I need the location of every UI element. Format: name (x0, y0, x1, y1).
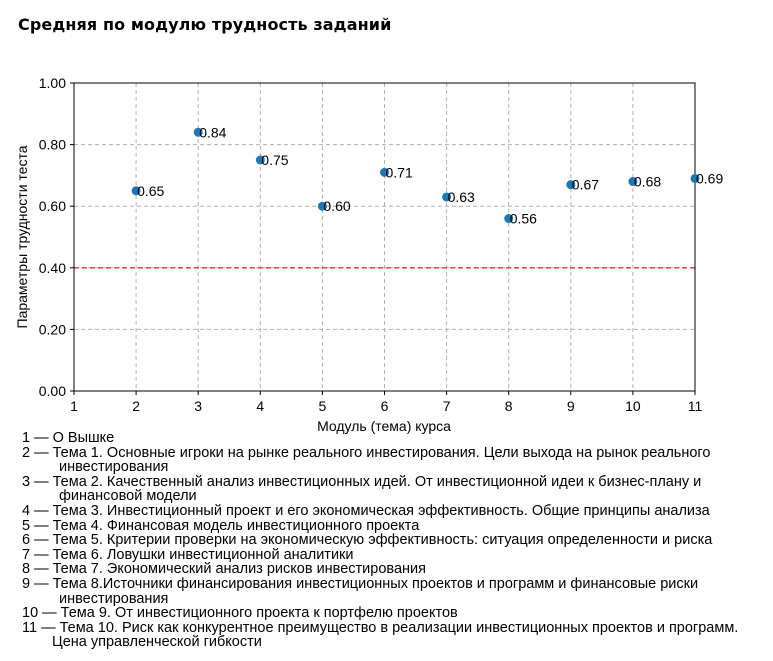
x-tick-label: 6 (381, 398, 389, 414)
legend-item: 11 — Тема 10. Риск как конкурентное преи… (22, 619, 762, 651)
y-tick-label: 0.40 (39, 260, 66, 276)
data-label: 0.75 (261, 152, 288, 168)
legend-item-text: 3 — Тема 2. Качественный анализ инвестиц… (22, 473, 702, 505)
y-axis-ticks: 0.00 0.20 0.40 0.60 0.80 1.00 (39, 75, 74, 399)
legend-item-text: 8 — Тема 7. Экономический анализ рисков … (22, 561, 426, 578)
data-label: 0.67 (572, 177, 599, 193)
scatter-chart: 0.00 0.20 0.40 0.60 0.80 1.00 1 2 3 4 5 6 7 8 9 10 11 0… (14, 75, 723, 434)
y-tick-label: 1.00 (39, 75, 66, 91)
y-tick-label: 0.20 (39, 321, 66, 337)
legend-item-text: 10 — Тема 9. От инвестиционного проекта … (22, 605, 458, 622)
y-tick-label: 0.00 (39, 383, 66, 399)
legend-item: 10 — Тема 9. От инвестиционного проекта … (22, 606, 762, 621)
data-label: 0.63 (448, 189, 475, 205)
data-label: 0.84 (199, 124, 226, 140)
x-tick-label: 9 (567, 398, 575, 414)
x-tick-label: 4 (256, 398, 264, 414)
y-tick-label: 0.80 (39, 137, 66, 153)
legend-item: 7 — Тема 6. Ловушки инвестиционной анали… (22, 548, 762, 563)
legend-item-text: 11 — Тема 10. Риск как конкурентное преи… (22, 619, 739, 651)
legend-item: 8 — Тема 7. Экономический анализ рисков … (22, 562, 762, 577)
y-tick-label: 0.60 (39, 198, 66, 214)
legend-item-text: 7 — Тема 6. Ловушки инвестиционной анали… (22, 546, 354, 563)
legend-item: 9 — Тема 8.Источники финансирования инве… (22, 577, 762, 606)
data-point (504, 214, 514, 224)
legend-item-text: 4 — Тема 3. Инвестиционный проект и его … (22, 502, 710, 519)
data-label: 0.71 (386, 164, 413, 180)
x-tick-label: 7 (443, 398, 451, 414)
data-point (380, 167, 389, 177)
x-tick-label: 5 (319, 398, 327, 414)
x-axis-ticks: 1 2 3 4 5 6 7 8 9 10 11 (70, 391, 702, 414)
grid-lines (74, 83, 695, 391)
data-label: 0.60 (323, 198, 350, 214)
data-label: 0.56 (510, 211, 537, 227)
module-legend: 1 — О Вышке 2 — Тема 1. Основные игроки н… (22, 431, 762, 650)
legend-item-text: 6 — Тема 5. Критерии проверки на экономи… (22, 532, 713, 549)
legend-item: 1 — О Вышке (22, 431, 762, 446)
data-point (690, 173, 700, 183)
data-point (193, 127, 203, 137)
y-axis-label: Параметры трудности теста (14, 145, 30, 328)
data-point (317, 201, 327, 211)
data-label: 0.68 (634, 174, 661, 190)
legend-item-text: 5 — Тема 4. Финансовая модель инвестицио… (22, 517, 420, 534)
data-label: 0.69 (696, 170, 723, 186)
legend-item-text: 2 — Тема 1. Основные игроки на рынке реа… (22, 444, 711, 476)
x-tick-label: 8 (505, 398, 513, 414)
x-tick-label: 10 (625, 398, 641, 414)
page-title: Средняя по модулю трудность заданий (18, 15, 392, 34)
legend-item: 4 — Тема 3. Инвестиционный проект и его … (22, 504, 762, 519)
legend-item: 3 — Тема 2. Качественный анализ инвестиц… (22, 473, 762, 505)
x-tick-label: 1 (70, 398, 78, 414)
x-axis-label: Модуль (тема) курса (317, 418, 451, 434)
data-point (131, 186, 141, 196)
legend-item-text: 9 — Тема 8.Источники финансирования инве… (22, 575, 699, 607)
data-point (442, 192, 452, 202)
data-label: 0.65 (137, 183, 164, 199)
data-point (628, 177, 638, 187)
legend-item: 5 — Тема 4. Финансовая модель инвестицио… (22, 517, 762, 534)
x-tick-label: 3 (194, 398, 202, 414)
legend-item: 2 — Тема 1. Основные игроки на рынке реа… (22, 444, 762, 476)
data-point (255, 155, 265, 165)
legend-item-text: 1 — О Вышке (22, 430, 115, 446)
x-tick-label: 2 (132, 398, 140, 414)
x-tick-label: 11 (688, 398, 703, 414)
data-points: 0.65 0.84 0.75 0.60 0.71 0.63 0.56 0.67 0.68 0.69 (131, 124, 723, 227)
legend-item: 6 — Тема 5. Критерии проверки на экономи… (22, 533, 762, 548)
data-point (566, 180, 576, 190)
